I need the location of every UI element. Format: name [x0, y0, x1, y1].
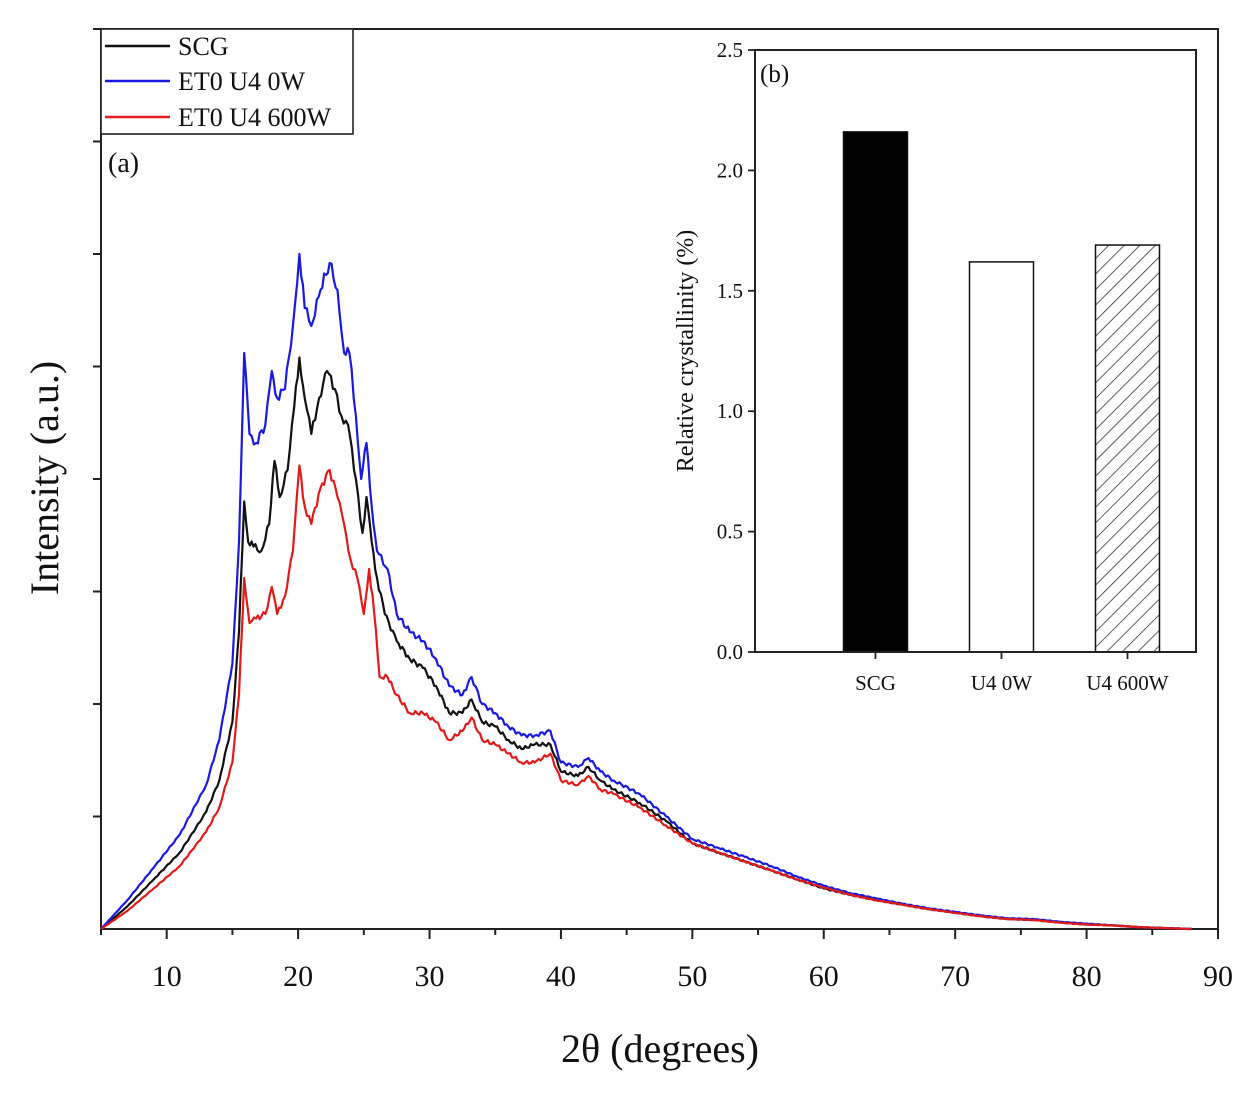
main-x-tick-label: 60: [809, 960, 839, 993]
legend-label-600w: ET0 U4 600W: [178, 103, 332, 132]
inset-y-tick-label: 0.0: [717, 640, 743, 664]
inset-bars-group: [842, 131, 1161, 653]
main-x-axis-title: 2θ (degrees): [561, 1026, 759, 1071]
main-series-group: [100, 252, 1192, 931]
inset-x-tick-label: U4 0W: [971, 671, 1032, 695]
main-panel-label: (a): [108, 148, 139, 179]
inset-bar-0: [842, 131, 909, 653]
inset-panel-label: (b): [760, 61, 789, 88]
inset-x-tick-label: U4 600W: [1086, 671, 1168, 695]
inset-bar-1: [968, 261, 1035, 653]
main-x-ticks: 10 20 30 40 50 60 70 80 90: [100, 929, 1233, 993]
main-x-tick-label: 10: [152, 960, 182, 993]
main-y-ticks: [93, 28, 101, 818]
inset-x-labels: SCG U4 0W U4 600W: [855, 652, 1169, 695]
main-x-tick-label: 50: [677, 960, 707, 993]
inset-y-tick-label: 2.0: [717, 158, 743, 182]
main-x-tick-label: 40: [546, 960, 576, 993]
inset-y-tick-label: 1.5: [717, 279, 743, 303]
main-panel: 10 20 30 40 50 60 70 80 90 2θ (degrees) Intensit…: [22, 28, 1233, 1071]
main-x-tick-label: 30: [415, 960, 445, 993]
inset-panel: 0.0 0.5 1.0 1.5 2.0 2.5 SCG U4 0W U4 600W Relat…: [673, 38, 1197, 695]
legend-label-0w: ET0 U4 0W: [178, 67, 306, 96]
inset-plot-frame: [754, 49, 1197, 653]
inset-bar-2: [1094, 244, 1161, 653]
main-x-tick-label: 70: [940, 960, 970, 993]
inset-y-ticks: 0.0 0.5 1.0 1.5 2.0 2.5: [717, 38, 755, 664]
legend-label-scg: SCG: [178, 32, 229, 61]
inset-y-tick-label: 1.0: [717, 399, 743, 423]
main-y-axis-title: Intensity (a.u.): [22, 361, 67, 595]
inset-y-axis-title: Relative crystallinity (%): [673, 230, 699, 473]
inset-y-tick-label: 2.5: [717, 38, 743, 62]
legend: SCG ET0 U4 0W ET0 U4 600W: [100, 28, 354, 135]
inset-x-tick-label: SCG: [855, 671, 896, 695]
inset-y-tick-label: 0.5: [717, 520, 743, 544]
series-line-2: [100, 464, 1192, 931]
main-x-tick-label: 90: [1203, 960, 1233, 993]
main-x-tick-label: 20: [283, 960, 313, 993]
main-x-tick-label: 80: [1072, 960, 1102, 993]
